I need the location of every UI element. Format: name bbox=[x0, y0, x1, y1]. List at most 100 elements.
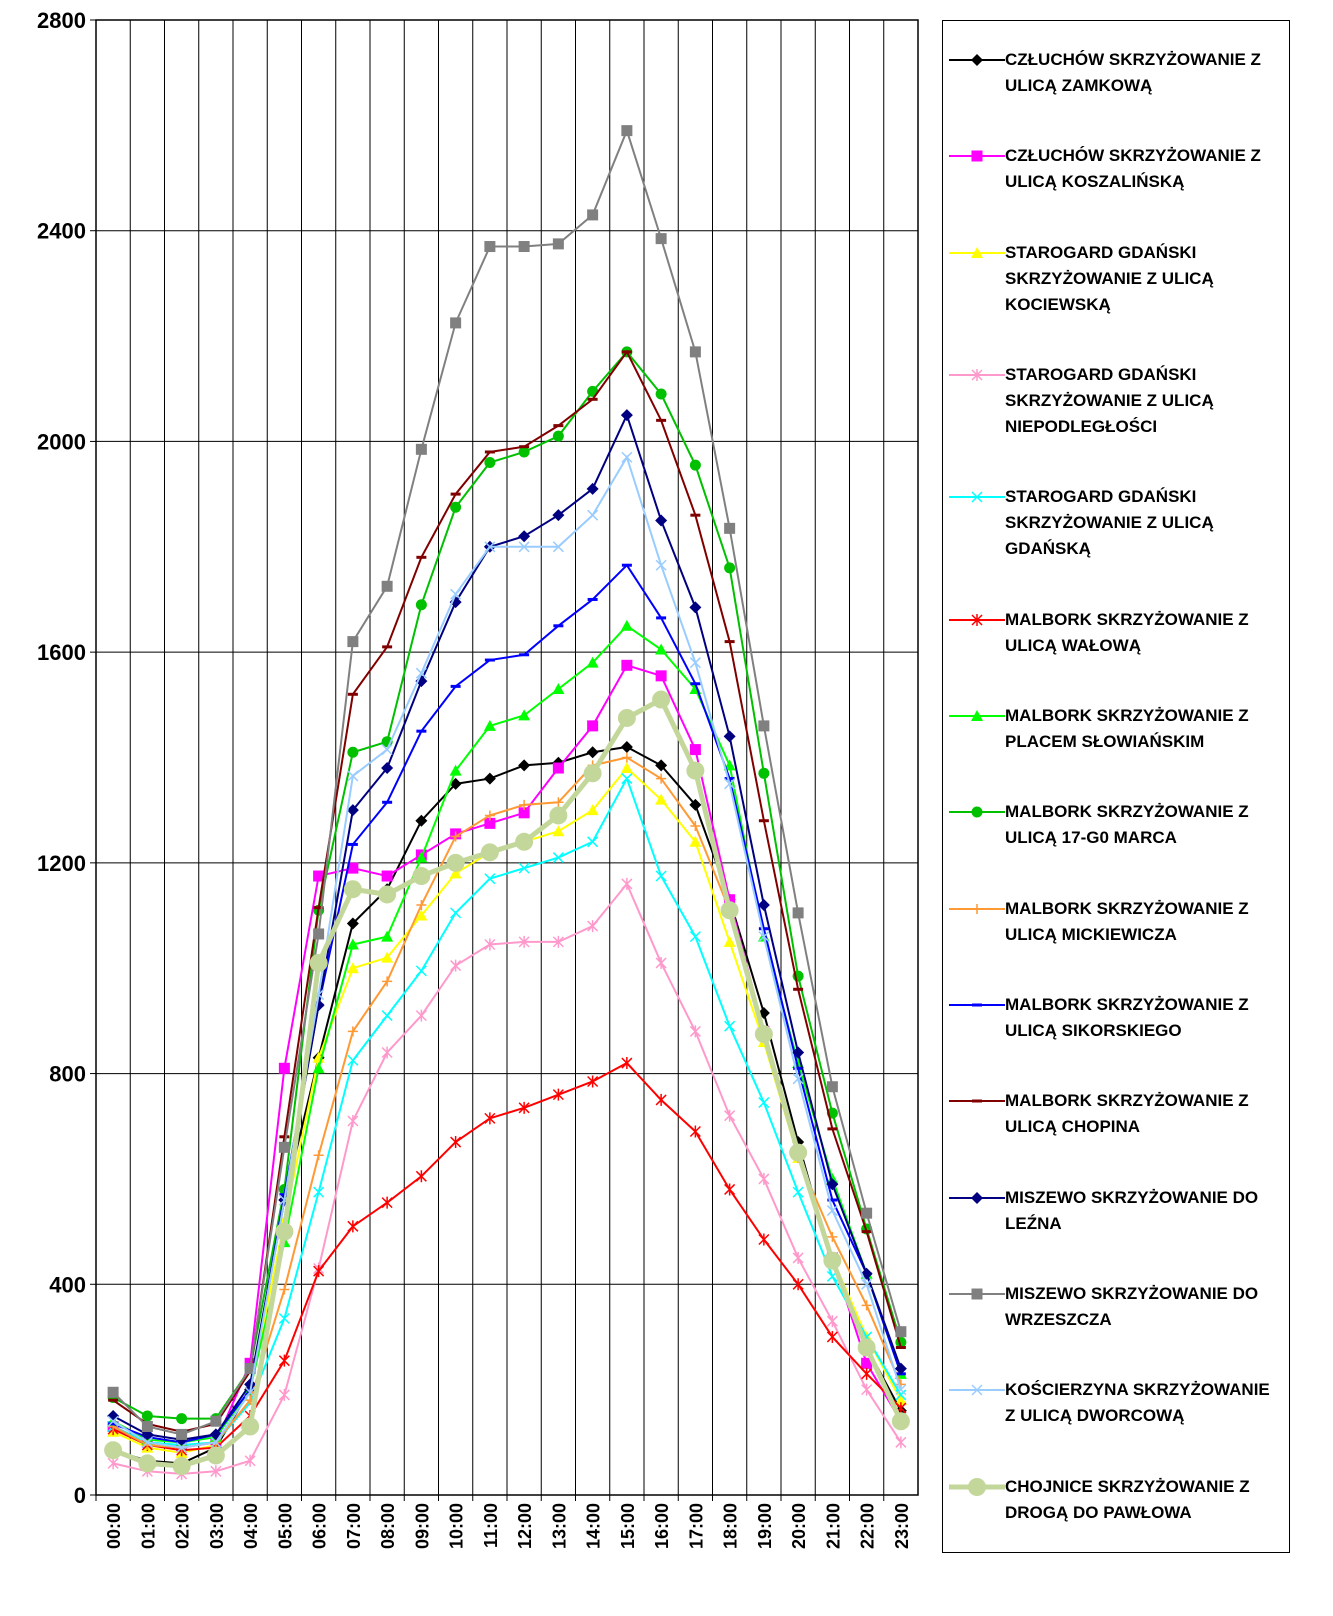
marker bbox=[278, 1388, 290, 1401]
marker bbox=[347, 746, 359, 758]
marker bbox=[689, 657, 701, 669]
series bbox=[104, 690, 910, 1476]
marker bbox=[758, 931, 770, 943]
marker bbox=[278, 1141, 290, 1153]
marker bbox=[484, 457, 496, 468]
marker bbox=[347, 770, 359, 782]
marker bbox=[484, 817, 496, 829]
marker bbox=[861, 1367, 873, 1380]
y-tick-label: 400 bbox=[49, 1272, 86, 1297]
marker bbox=[655, 559, 667, 571]
marker bbox=[792, 1186, 804, 1198]
marker bbox=[346, 938, 359, 950]
x-tick-label: 00:00 bbox=[104, 1503, 124, 1549]
marker bbox=[518, 935, 530, 948]
marker bbox=[861, 1383, 873, 1396]
marker bbox=[724, 778, 736, 790]
marker bbox=[346, 962, 359, 974]
marker bbox=[416, 900, 427, 910]
marker bbox=[621, 752, 632, 763]
marker bbox=[723, 730, 736, 743]
marker bbox=[313, 1265, 325, 1278]
series-line bbox=[112, 349, 902, 1433]
marker bbox=[656, 773, 667, 784]
marker bbox=[620, 619, 633, 631]
marker bbox=[621, 1057, 633, 1070]
marker bbox=[313, 928, 325, 940]
marker bbox=[412, 867, 431, 886]
x-tick-label: 16:00 bbox=[652, 1503, 672, 1549]
x-tick-label: 23:00 bbox=[892, 1503, 912, 1549]
marker bbox=[792, 907, 804, 919]
x-tick-label: 01:00 bbox=[138, 1503, 158, 1549]
legend-entry: MISZEWO SKRZYŻOWANIE DO WRZESZCZA bbox=[943, 1281, 1289, 1333]
legend-label: MALBORK SKRZYŻOWANIE Z ULICĄ MICKIEWICZA bbox=[1005, 898, 1249, 944]
marker bbox=[176, 1413, 188, 1425]
series-line bbox=[112, 412, 902, 1441]
x-tick-label: 07:00 bbox=[344, 1503, 364, 1549]
marker bbox=[552, 541, 564, 553]
marker bbox=[450, 501, 462, 513]
marker bbox=[347, 1054, 359, 1066]
marker bbox=[450, 907, 462, 919]
marker bbox=[415, 1009, 427, 1022]
marker bbox=[689, 1125, 701, 1138]
marker bbox=[826, 1081, 838, 1093]
marker bbox=[895, 1384, 907, 1396]
marker bbox=[480, 843, 499, 862]
legend-swatch bbox=[949, 491, 1005, 503]
marker bbox=[826, 1330, 838, 1343]
marker bbox=[552, 825, 565, 837]
marker bbox=[857, 1338, 876, 1357]
marker bbox=[891, 1412, 910, 1431]
marker bbox=[347, 862, 359, 874]
marker bbox=[689, 931, 701, 943]
legend-swatch bbox=[949, 246, 1005, 258]
marker bbox=[381, 1010, 393, 1022]
marker bbox=[587, 1075, 599, 1088]
x-tick-label: 17:00 bbox=[686, 1503, 706, 1549]
marker bbox=[587, 509, 599, 521]
marker bbox=[176, 1442, 188, 1454]
legend-marker bbox=[968, 1477, 986, 1496]
marker bbox=[415, 965, 427, 977]
marker bbox=[415, 814, 428, 827]
series-line bbox=[112, 563, 902, 1444]
marker bbox=[689, 835, 702, 847]
marker bbox=[381, 870, 393, 882]
marker bbox=[895, 1326, 907, 1338]
legend-swatch bbox=[949, 903, 1005, 914]
legend-marker bbox=[971, 613, 983, 626]
legend-entry: MALBORK SKRZYŻOWANIE Z ULICĄ CHOPINA bbox=[943, 1088, 1289, 1140]
marker bbox=[552, 852, 564, 864]
marker bbox=[244, 1454, 256, 1467]
legend-swatch bbox=[949, 613, 1005, 626]
marker bbox=[655, 956, 667, 969]
marker bbox=[724, 1109, 736, 1122]
marker bbox=[621, 773, 633, 785]
x-tick-label: 12:00 bbox=[515, 1503, 535, 1549]
legend-label: STAROGARD GDAŃSKI SKRZYŻOWANIE Z ULICĄ N… bbox=[1005, 365, 1214, 437]
marker bbox=[518, 759, 531, 772]
legend-marker bbox=[971, 54, 983, 67]
marker bbox=[724, 894, 736, 906]
legend-label: CZŁUCHÓW SKRZYŻOWANIE Z ULICĄ ZAMKOWĄ bbox=[1005, 50, 1261, 96]
legend-label: CZŁUCHÓW SKRZYŻOWANIE Z ULICĄ KOSZALIŃSK… bbox=[1005, 146, 1261, 192]
legend-marker bbox=[971, 150, 983, 162]
marker bbox=[823, 1251, 842, 1270]
marker bbox=[686, 761, 705, 780]
marker bbox=[449, 867, 462, 879]
marker bbox=[621, 451, 633, 463]
marker bbox=[689, 601, 702, 614]
marker bbox=[861, 1357, 873, 1369]
marker bbox=[172, 1457, 191, 1476]
legend-marker bbox=[971, 1384, 983, 1396]
marker bbox=[381, 744, 393, 756]
legend-marker bbox=[971, 246, 983, 258]
marker bbox=[415, 443, 427, 455]
marker bbox=[518, 807, 530, 819]
y-tick-label: 0 bbox=[74, 1483, 86, 1508]
marker bbox=[552, 762, 564, 774]
marker bbox=[552, 238, 564, 250]
marker bbox=[450, 1136, 462, 1149]
